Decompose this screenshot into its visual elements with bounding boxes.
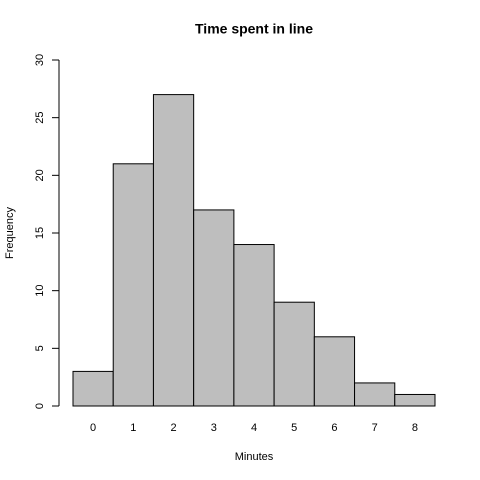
bar xyxy=(72,370,114,407)
bar xyxy=(394,393,436,407)
bar xyxy=(273,301,315,407)
x-tick-label: 2 xyxy=(170,422,176,434)
x-tick-label: 3 xyxy=(211,422,217,434)
y-tick-label: 10 xyxy=(34,285,46,297)
y-axis-label: Frequency xyxy=(4,207,16,259)
bar xyxy=(313,336,356,407)
x-tick-label: 4 xyxy=(251,422,257,434)
bar xyxy=(233,244,275,407)
y-tick-label: 25 xyxy=(34,112,46,124)
chart-title: Time spent in line xyxy=(195,21,313,37)
bar xyxy=(112,163,154,407)
y-tick-label: 0 xyxy=(34,403,46,409)
x-tick-label: 7 xyxy=(372,422,378,434)
bar xyxy=(152,94,195,407)
y-tick-label: 30 xyxy=(34,54,46,66)
bar xyxy=(354,382,396,407)
x-axis-label: Minutes xyxy=(235,451,274,463)
x-tick-label: 0 xyxy=(90,422,96,434)
x-tick-label: 6 xyxy=(331,422,337,434)
bar xyxy=(193,209,235,407)
y-tick-label: 5 xyxy=(34,345,46,351)
x-tick-label: 5 xyxy=(291,422,297,434)
y-tick-label: 15 xyxy=(34,227,46,239)
x-tick-label: 1 xyxy=(130,422,136,434)
y-tick-label: 20 xyxy=(34,169,46,181)
x-tick-label: 8 xyxy=(412,422,418,434)
